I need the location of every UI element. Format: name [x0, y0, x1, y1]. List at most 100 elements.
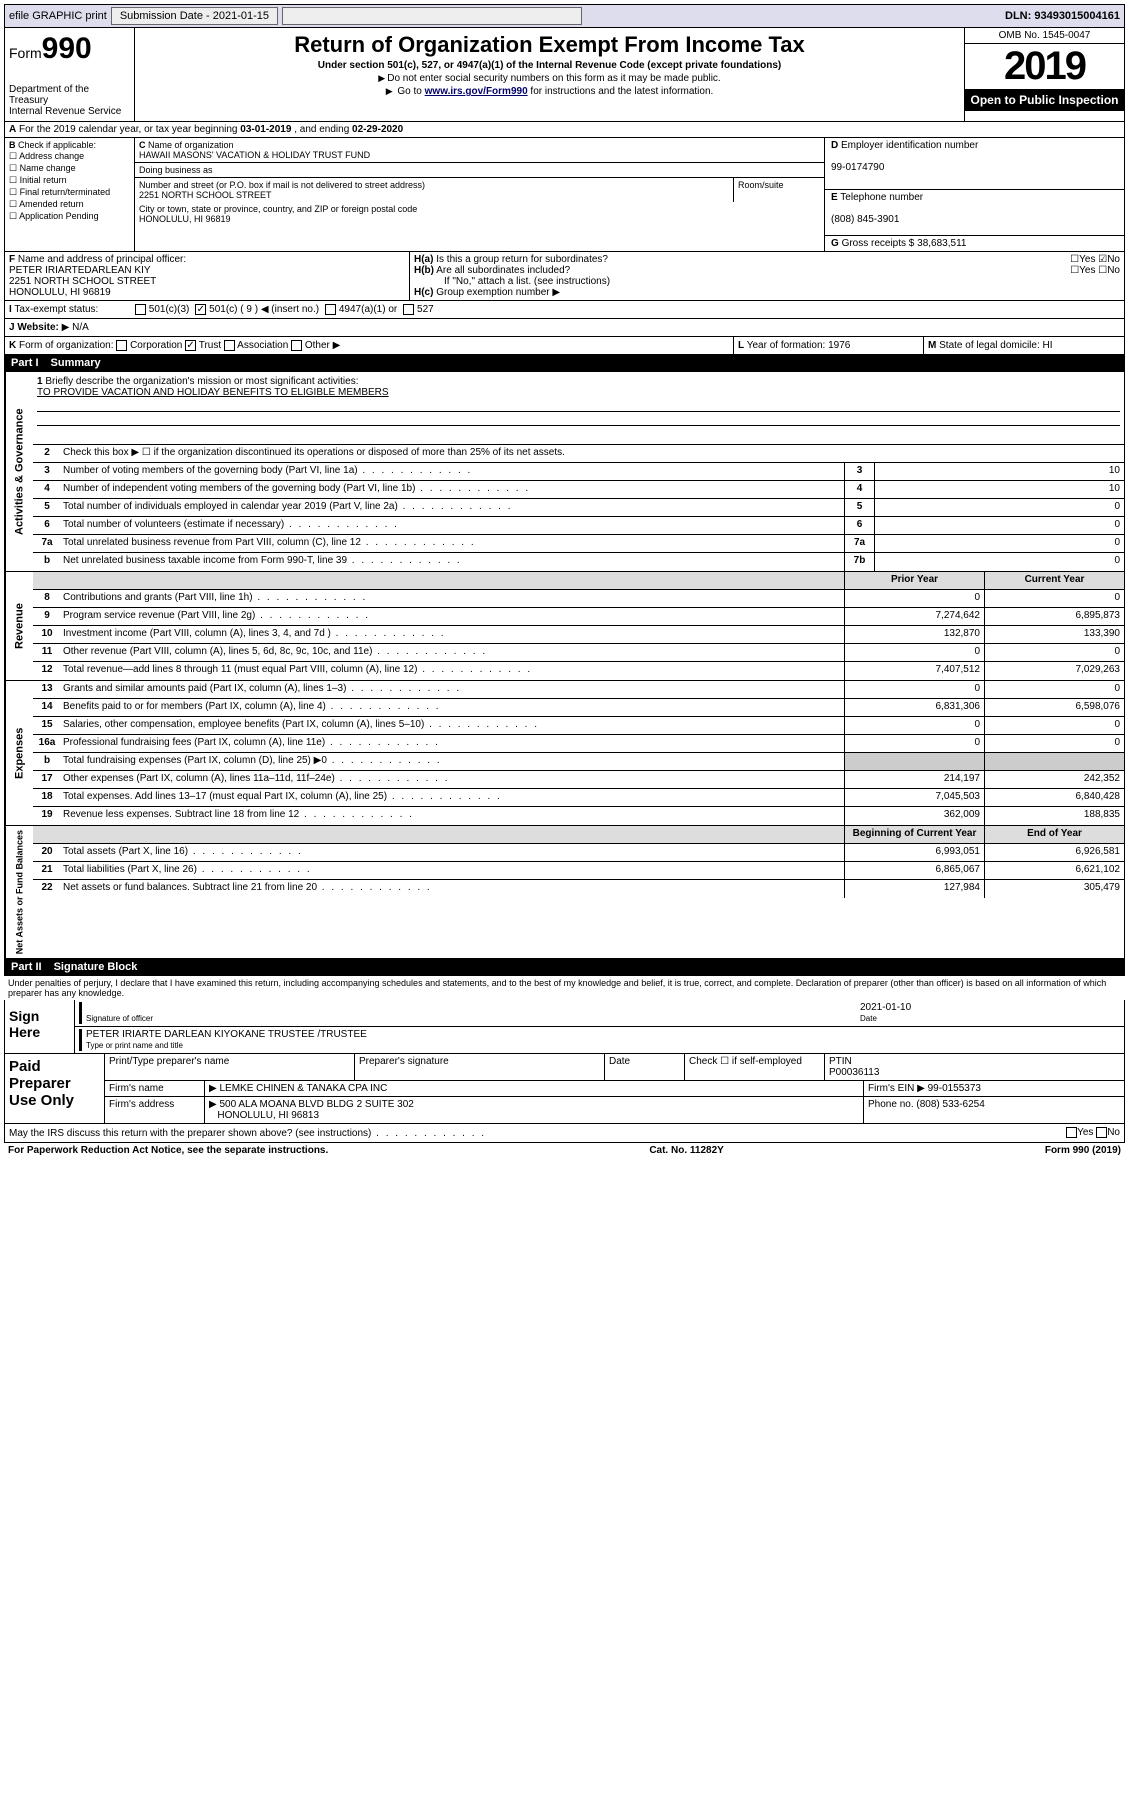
- gov-row: 3Number of voting members of the governi…: [33, 463, 1124, 481]
- data-row: 18Total expenses. Add lines 13–17 (must …: [33, 789, 1124, 807]
- discuss-no-chk[interactable]: [1096, 1127, 1107, 1138]
- prep-col-1: Preparer's signature: [355, 1054, 605, 1080]
- f-h-row: F Name and address of principal officer:…: [4, 252, 1125, 301]
- firm-addr: 500 ALA MOANA BLVD BLDG 2 SUITE 302: [219, 1099, 413, 1110]
- penalties-text: Under penalties of perjury, I declare th…: [4, 976, 1125, 1000]
- opt-2-lbl: 4947(a)(1) or: [339, 304, 397, 315]
- k-opt-2: Association: [237, 340, 288, 351]
- form-header: Form990 Department of the Treasury Inter…: [4, 28, 1125, 122]
- period-row: A For the 2019 calendar year, or tax yea…: [4, 122, 1125, 138]
- k-opt-3: Other: [305, 340, 330, 351]
- netassets-head: Beginning of Current Year End of Year: [33, 826, 1124, 844]
- firm-city: HONOLULU, HI 96813: [217, 1110, 319, 1121]
- submission-date-button[interactable]: Submission Date - 2021-01-15: [111, 7, 278, 25]
- ha-no: No: [1107, 254, 1120, 265]
- b-label: Check if applicable:: [18, 140, 96, 150]
- footer-left: For Paperwork Reduction Act Notice, see …: [8, 1145, 328, 1156]
- name-label: Type or print name and title: [86, 1041, 183, 1050]
- mission-block: 1 Briefly describe the organization's mi…: [33, 372, 1124, 445]
- discuss-row: May the IRS discuss this return with the…: [4, 1124, 1125, 1142]
- data-row: 13Grants and similar amounts paid (Part …: [33, 681, 1124, 699]
- opt-501c[interactable]: ✓ 501(c) ( 9 ) ◀ (insert no.): [195, 304, 319, 315]
- period-pre: For the 2019 calendar year, or tax year …: [19, 124, 240, 135]
- section-i: I Tax-exempt status: 501(c)(3) ✓ 501(c) …: [4, 301, 1125, 319]
- gov-row: 2Check this box ▶ ☐ if the organization …: [33, 445, 1124, 463]
- netassets-content: Beginning of Current Year End of Year 20…: [33, 826, 1124, 958]
- blank-button[interactable]: [282, 7, 582, 25]
- chk-lbl-4: Amended return: [19, 199, 84, 209]
- sig-date-label: Date: [860, 1014, 877, 1023]
- summary-governance: Activities & Governance 1 Briefly descri…: [4, 372, 1125, 572]
- sign-here-block: Sign Here Signature of officer 2021-01-1…: [4, 1000, 1125, 1054]
- city-val: HONOLULU, HI 96819: [139, 214, 231, 224]
- section-k: K Form of organization: Corporation ✓ Tr…: [5, 337, 734, 354]
- chk-trust[interactable]: ✓: [185, 340, 196, 351]
- chk-application[interactable]: ☐ Application Pending: [9, 211, 130, 222]
- form-label: Form: [9, 45, 42, 61]
- data-row: 9Program service revenue (Part VIII, lin…: [33, 608, 1124, 626]
- irs-link[interactable]: www.irs.gov/Form990: [425, 86, 528, 97]
- head-current: Current Year: [984, 572, 1124, 589]
- chk-address-change[interactable]: ☐ Address change: [9, 151, 130, 162]
- data-row: 20Total assets (Part X, line 16)6,993,05…: [33, 844, 1124, 862]
- chk-assoc[interactable]: [224, 340, 235, 351]
- chk-initial-return[interactable]: ☐ Initial return: [9, 175, 130, 186]
- opt-501c3[interactable]: 501(c)(3): [135, 304, 189, 315]
- dln-label: DLN: 93493015004161: [1005, 10, 1120, 22]
- chk-name-change[interactable]: ☐ Name change: [9, 163, 130, 174]
- discuss-yes-chk[interactable]: [1066, 1127, 1077, 1138]
- section-f: F Name and address of principal officer:…: [5, 252, 410, 300]
- topbar: efile GRAPHIC print Submission Date - 20…: [4, 4, 1125, 28]
- mission-q: Briefly describe the organization's miss…: [45, 376, 358, 387]
- chk-other[interactable]: [291, 340, 302, 351]
- section-d-e-g: D Employer identification number 99-0174…: [824, 138, 1124, 251]
- firm-ein: 99-0155373: [928, 1083, 981, 1094]
- period-end: 02-29-2020: [352, 124, 403, 135]
- section-j: J Website: ▶ N/A: [4, 319, 1125, 337]
- prep-col-0: Print/Type preparer's name: [105, 1054, 355, 1080]
- chk-final-return[interactable]: ☐ Final return/terminated: [9, 187, 130, 198]
- ein-cell: D Employer identification number 99-0174…: [825, 138, 1124, 190]
- hb-note: If "No," attach a list. (see instruction…: [414, 276, 1120, 287]
- g-label: Gross receipts $: [842, 238, 915, 249]
- data-row: 8Contributions and grants (Part VIII, li…: [33, 590, 1124, 608]
- mission-text: TO PROVIDE VACATION AND HOLIDAY BENEFITS…: [37, 387, 389, 398]
- page-footer: For Paperwork Reduction Act Notice, see …: [4, 1143, 1125, 1158]
- website-val: N/A: [72, 322, 89, 333]
- tel-value: (808) 845-3901: [831, 214, 899, 225]
- gov-row: bNet unrelated business taxable income f…: [33, 553, 1124, 571]
- form-number: Form990: [9, 32, 130, 66]
- data-row: 22Net assets or fund balances. Subtract …: [33, 880, 1124, 898]
- section-l: L Year of formation: 1976: [734, 337, 924, 354]
- sig-name-line: PETER IRIARTE DARLEAN KIYOKANE TRUSTEE /…: [75, 1027, 1124, 1053]
- l-label: Year of formation:: [747, 340, 826, 351]
- chk-corp[interactable]: [116, 340, 127, 351]
- officer-name-title: PETER IRIARTE DARLEAN KIYOKANE TRUSTEE /…: [86, 1029, 367, 1040]
- footer-mid: Cat. No. 11282Y: [649, 1145, 723, 1156]
- governance-content: 1 Briefly describe the organization's mi…: [33, 372, 1124, 571]
- vtab-governance: Activities & Governance: [5, 372, 33, 571]
- section-m: M State of legal domicile: HI: [924, 337, 1124, 354]
- gov-row: 6Total number of volunteers (estimate if…: [33, 517, 1124, 535]
- j-label: Website:: [17, 322, 59, 333]
- chk-amended[interactable]: ☐ Amended return: [9, 199, 130, 210]
- head-begin: Beginning of Current Year: [844, 826, 984, 843]
- d-label: Employer identification number: [841, 140, 978, 151]
- street-row: Number and street (or P.O. box if mail i…: [135, 178, 824, 202]
- vtab-expenses: Expenses: [5, 681, 33, 825]
- chk-lbl-0: Address change: [19, 151, 84, 161]
- vtab-netassets: Net Assets or Fund Balances: [5, 826, 33, 958]
- e-label: Telephone number: [840, 192, 923, 203]
- part-i-header: Part I Summary: [4, 355, 1125, 372]
- opt-1-lbl: 501(c) ( 9 ) ◀ (insert no.): [209, 304, 319, 315]
- opt-4947[interactable]: 4947(a)(1) or: [325, 304, 397, 315]
- prep-row-3: Firm's address ▶ 500 ALA MOANA BLVD BLDG…: [105, 1097, 1124, 1123]
- data-row: 17Other expenses (Part IX, column (A), l…: [33, 771, 1124, 789]
- head-prior: Prior Year: [844, 572, 984, 589]
- firm-name-label: Firm's name: [105, 1081, 205, 1096]
- opt-527[interactable]: 527: [403, 304, 433, 315]
- dba-label: Doing business as: [139, 165, 213, 175]
- org-info-block: B Check if applicable: ☐ Address change …: [4, 138, 1125, 252]
- data-row: 10Investment income (Part VIII, column (…: [33, 626, 1124, 644]
- street-val: 2251 NORTH SCHOOL STREET: [139, 190, 272, 200]
